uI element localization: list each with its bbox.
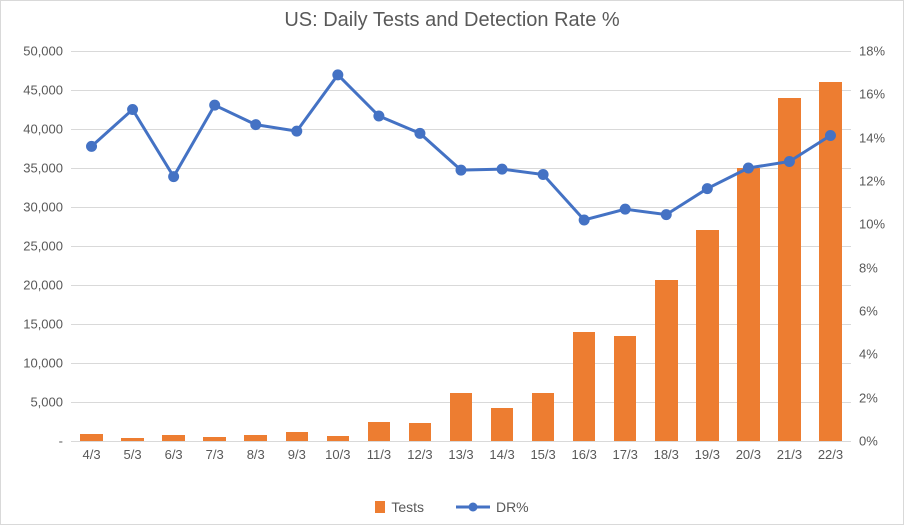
bar <box>737 168 760 441</box>
x-axis-labels: 4/3 5/3 6/3 7/3 8/3 9/3 10/3 11/3 12/3 13/3 14/3 15… <box>71 441 851 465</box>
x-tick-label: 17/3 <box>613 447 638 462</box>
y2-tick-label: 12% <box>851 174 885 189</box>
y2-tick-label: 16% <box>851 87 885 102</box>
x-tick-label: 14/3 <box>489 447 514 462</box>
y1-tick-label: 20,000 <box>23 278 71 293</box>
legend-item-dr: DR% <box>456 499 529 515</box>
legend-label-tests: Tests <box>391 499 424 515</box>
x-tick-label: 20/3 <box>736 447 761 462</box>
y1-tick-label: 25,000 <box>23 239 71 254</box>
y1-tick-label: 45,000 <box>23 83 71 98</box>
bar <box>80 434 103 441</box>
y2-tick-label: 2% <box>851 390 878 405</box>
x-tick-label: 21/3 <box>777 447 802 462</box>
y2-tick-label: 10% <box>851 217 885 232</box>
bar <box>532 393 555 441</box>
x-tick-label: 22/3 <box>818 447 843 462</box>
x-tick-label: 6/3 <box>165 447 183 462</box>
x-tick-label: 18/3 <box>654 447 679 462</box>
y1-tick-label: 50,000 <box>23 44 71 59</box>
x-tick-label: 10/3 <box>325 447 350 462</box>
x-tick-label: 12/3 <box>407 447 432 462</box>
bar <box>696 230 719 441</box>
chart-title: US: Daily Tests and Detection Rate % <box>1 9 903 32</box>
x-tick-label: 19/3 <box>695 447 720 462</box>
bar <box>655 280 678 441</box>
line-swatch-icon <box>456 501 490 513</box>
x-tick-label: 11/3 <box>367 447 391 462</box>
y2-tick-label: 18% <box>851 44 885 59</box>
x-tick-label: 8/3 <box>247 447 265 462</box>
bar-swatch-icon <box>375 501 385 513</box>
y1-tick-label: 40,000 <box>23 122 71 137</box>
y1-tick-label: 5,000 <box>30 395 71 410</box>
bar <box>614 336 637 441</box>
x-tick-label: 16/3 <box>572 447 597 462</box>
y2-tick-label: 14% <box>851 130 885 145</box>
x-tick-label: 7/3 <box>206 447 224 462</box>
y1-tick-label: 15,000 <box>23 317 71 332</box>
plot-area: -5,00010,00015,00020,00025,00030,00035,0… <box>71 51 851 441</box>
bar <box>491 408 514 441</box>
bar <box>450 393 473 441</box>
legend-label-dr: DR% <box>496 499 529 515</box>
x-tick-label: 15/3 <box>530 447 555 462</box>
y2-tick-label: 4% <box>851 347 878 362</box>
y1-tick-label: 35,000 <box>23 161 71 176</box>
bar <box>368 422 391 442</box>
chart-container: US: Daily Tests and Detection Rate % -5,… <box>0 0 904 525</box>
x-tick-label: 9/3 <box>288 447 306 462</box>
y2-tick-label: 6% <box>851 304 878 319</box>
legend: Tests DR% <box>1 499 903 516</box>
legend-item-tests: Tests <box>375 499 424 515</box>
x-tick-label: 5/3 <box>124 447 142 462</box>
bar <box>286 432 309 441</box>
y1-tick-label: 30,000 <box>23 200 71 215</box>
x-tick-label: 13/3 <box>448 447 473 462</box>
y1-tick-label: - <box>59 434 71 449</box>
bar <box>778 98 801 441</box>
y1-tick-label: 10,000 <box>23 356 71 371</box>
y2-tick-label: 8% <box>851 260 878 275</box>
bar <box>573 332 596 441</box>
bar <box>409 423 432 441</box>
bar <box>819 82 842 441</box>
bars-layer <box>71 51 851 441</box>
x-tick-label: 4/3 <box>82 447 100 462</box>
y2-tick-label: 0% <box>851 434 878 449</box>
